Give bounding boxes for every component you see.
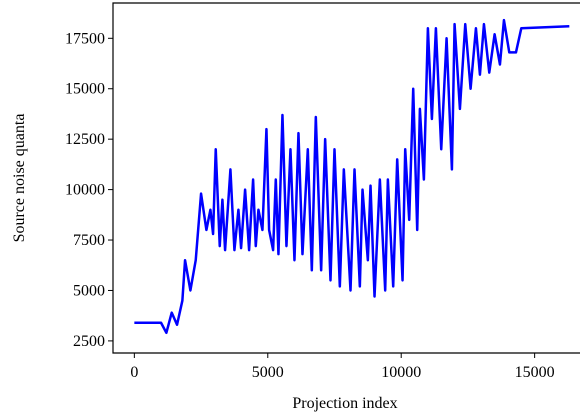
y-tick-label: 12500: [65, 131, 105, 148]
y-axis-label: Source noise quanta: [11, 114, 28, 243]
axes-frame: [112, 2, 580, 354]
x-tick-label: 5000: [252, 364, 284, 381]
x-tick-label: 0: [130, 364, 138, 381]
y-tick-label: 5000: [73, 282, 105, 299]
x-tick-label: 10000: [381, 364, 421, 381]
x-axis-label: Projection index: [292, 395, 397, 412]
data-line: [134, 18, 570, 335]
y-tick-label: 15000: [65, 81, 105, 98]
y-tick-label: 17500: [65, 30, 105, 47]
y-tick-label: 7500: [73, 232, 105, 249]
y-tick-label: 10000: [65, 182, 105, 199]
y-tick-label: 2500: [73, 333, 105, 350]
x-tick-label: 15000: [515, 364, 555, 381]
